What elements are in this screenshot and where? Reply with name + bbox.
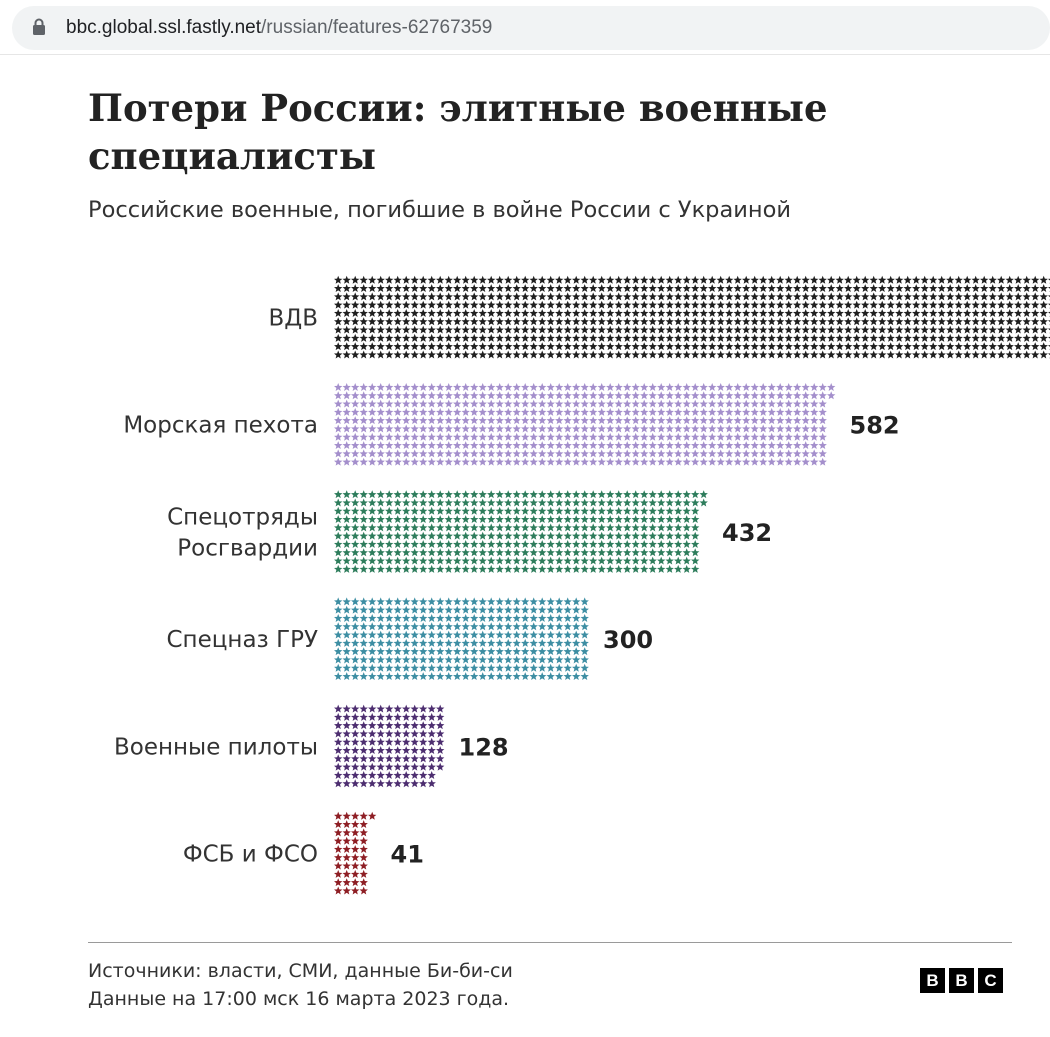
value-label: 582 xyxy=(850,412,900,440)
value-label: 300 xyxy=(603,626,653,654)
bbc-logo-block: C xyxy=(978,968,1003,993)
url-text[interactable]: bbc.global.ssl.fastly.net/russian/featur… xyxy=(66,17,492,39)
value-label: 432 xyxy=(722,519,772,547)
star-bar xyxy=(334,811,377,895)
star-marks xyxy=(334,811,377,895)
star-marks xyxy=(334,383,836,466)
source-note: Источники: власти, СМИ, данные Би-би-си xyxy=(88,960,513,982)
bbc-logo-block: B xyxy=(949,968,974,993)
pictograph-bar-chart: ВДВ1619Морская пехота582СпецотрядыРосгва… xyxy=(114,275,1050,895)
page-separator xyxy=(0,54,1050,55)
lock-icon xyxy=(33,18,45,35)
star-marks xyxy=(334,275,1050,359)
bbc-logo: B B C xyxy=(920,968,1003,993)
chart-title: Потери России: элитные военные специалис… xyxy=(88,86,828,178)
star-bar xyxy=(334,275,1050,359)
url-host: bbc.global.ssl.fastly.net xyxy=(66,17,262,38)
category-label: Спецназ ГРУ xyxy=(167,627,319,653)
bbc-logo-block: B xyxy=(920,968,945,993)
value-label: 128 xyxy=(459,733,509,761)
category-label: ВДВ xyxy=(268,306,318,332)
footer-divider xyxy=(88,942,1012,943)
category-label: Военные пилоты xyxy=(114,734,318,760)
category-label: Спецотряды Росгвардии xyxy=(167,504,318,561)
address-bar[interactable]: bbc.global.ssl.fastly.net/russian/featur… xyxy=(12,6,1050,50)
value-label: 41 xyxy=(391,841,424,869)
star-marks xyxy=(334,490,708,573)
star-marks xyxy=(334,704,445,788)
star-bar xyxy=(334,704,445,788)
star-bar xyxy=(334,597,589,681)
chart-subtitle: Российские военные, погибшие в войне Рос… xyxy=(88,197,791,223)
star-bar xyxy=(334,383,836,466)
category-label: Морская пехота xyxy=(123,413,318,439)
star-bar xyxy=(334,490,708,573)
url-path: /russian/features-62767359 xyxy=(261,17,493,38)
infographic-card xyxy=(66,58,1050,1037)
star-marks xyxy=(334,597,589,681)
data-date-note: Данные на 17:00 мск 16 марта 2023 года. xyxy=(88,988,510,1010)
category-label: ФСБ и ФСО xyxy=(183,842,318,868)
